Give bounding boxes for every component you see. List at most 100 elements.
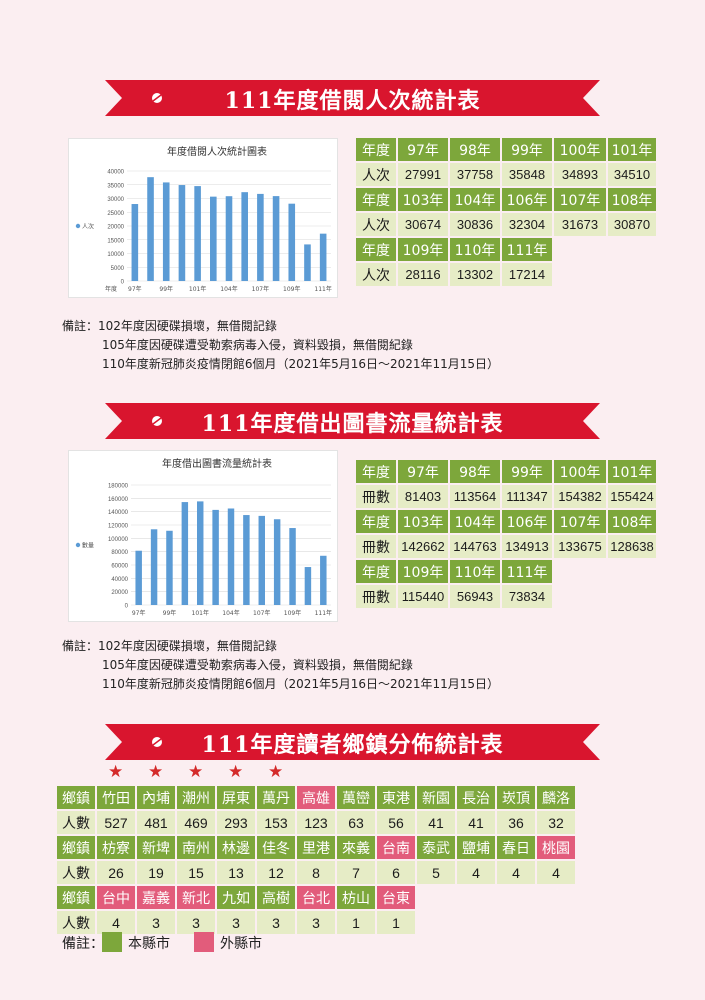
x-tick-label: 101年 bbox=[192, 609, 209, 617]
count-cell: 4 bbox=[97, 911, 135, 934]
count-cell: 1 bbox=[337, 911, 375, 934]
count-cell: 26 bbox=[97, 861, 135, 884]
x-tick-label: 111年 bbox=[314, 285, 331, 293]
note-line: 110年度新冠肺炎疫情閉館6個月（2021年5月16日～2021年11月15日） bbox=[102, 677, 500, 691]
town-cell: 來義 bbox=[337, 836, 375, 859]
town-cell: 潮州 bbox=[177, 786, 215, 809]
y-tick-label: 120000 bbox=[108, 524, 129, 530]
row-header-cell: 年度 bbox=[356, 460, 396, 483]
town-cell: 台東 bbox=[377, 886, 415, 909]
table-cell: 154382 bbox=[554, 485, 606, 508]
row-header-cell: 年度 bbox=[356, 238, 396, 261]
table-cell: 34510 bbox=[608, 163, 656, 186]
table-cell: 108年 bbox=[608, 188, 656, 211]
count-cell: 7 bbox=[337, 861, 375, 884]
town-cell: 新北 bbox=[177, 886, 215, 909]
bar bbox=[147, 177, 154, 281]
row-label-count: 人數 bbox=[57, 911, 95, 934]
count-cell: 12 bbox=[257, 861, 295, 884]
table-cell: 155424 bbox=[608, 485, 656, 508]
bar bbox=[289, 528, 296, 605]
table-cell: 31673 bbox=[554, 213, 606, 236]
table-row: 人次 28116 13302 17214 bbox=[356, 263, 656, 286]
y-tick-label: 10000 bbox=[107, 252, 124, 258]
table-cell: 101年 bbox=[608, 460, 656, 483]
chart-title: 年度借閱人次統計圖表 bbox=[167, 145, 267, 158]
table-cell: 106年 bbox=[502, 510, 552, 533]
count-cell: 8 bbox=[297, 861, 335, 884]
note-line: 110年度新冠肺炎疫情閉館6個月（2021年5月16日～2021年11月15日） bbox=[102, 357, 500, 371]
section1-banner: 111年度借閱人次統計表 bbox=[105, 80, 600, 116]
x-tick-label: 99年 bbox=[159, 285, 173, 293]
borrow-table: 年度 97年 98年 99年 100年 101年 人次 27991 37758 35848 3489… bbox=[354, 136, 658, 288]
town-cell: 春日 bbox=[497, 836, 535, 859]
town-row: 鄉鎮 枋寮 新埤 南州 林邊 佳冬 里港 來義 台南 泰武 鹽埔 春日 桃園 bbox=[57, 836, 575, 859]
bar bbox=[212, 509, 219, 605]
count-cell: 469 bbox=[177, 811, 215, 834]
town-cell: 竹田 bbox=[97, 786, 135, 809]
legend-marker bbox=[75, 542, 81, 548]
count-cell: 293 bbox=[217, 811, 255, 834]
table-cell: 73834 bbox=[502, 585, 552, 608]
town-row: 鄉鎮 竹田 內埔 潮州 屏東 萬丹 高雄 萬巒 東港 新園 長治 崁頂 麟洛 bbox=[57, 786, 575, 809]
row-header-cell: 年度 bbox=[356, 510, 396, 533]
count-row: 人數 26 19 15 13 12 8 7 6 5 4 4 4 bbox=[57, 861, 575, 884]
bar bbox=[178, 185, 186, 281]
table-cell: 28116 bbox=[398, 263, 448, 286]
row-header-cell: 年度 bbox=[356, 560, 396, 583]
count-cell: 15 bbox=[177, 861, 215, 884]
count-cell: 3 bbox=[217, 911, 255, 934]
bar bbox=[227, 508, 235, 605]
y-tick-label: 20000 bbox=[107, 225, 124, 231]
table-row: 冊數 81403 113564 111347 154382 155424 bbox=[356, 485, 656, 508]
bar bbox=[273, 519, 281, 605]
y-tick-label: 5000 bbox=[111, 266, 125, 272]
table-row: 人次 30674 30836 32304 31673 30870 bbox=[356, 213, 656, 236]
table-cell: 35848 bbox=[502, 163, 552, 186]
y-tick-label: 100000 bbox=[108, 537, 129, 543]
row-header-cell: 人次 bbox=[356, 213, 396, 236]
bar bbox=[319, 233, 327, 281]
legend-marker bbox=[75, 223, 81, 229]
town-cell: 九如 bbox=[217, 886, 255, 909]
town-cell: 新埤 bbox=[137, 836, 175, 859]
table-cell: 103年 bbox=[398, 510, 448, 533]
row-label-town: 鄉鎮 bbox=[57, 886, 95, 909]
town-cell: 長治 bbox=[457, 786, 495, 809]
bar bbox=[197, 501, 204, 605]
y-tick-label: 30000 bbox=[107, 197, 124, 203]
town-cell: 萬巒 bbox=[337, 786, 375, 809]
row-label-count: 人數 bbox=[57, 811, 95, 834]
bar bbox=[320, 555, 327, 605]
table-cell: 56943 bbox=[450, 585, 500, 608]
legend-label: 人次 bbox=[82, 223, 94, 231]
town-cell: 新園 bbox=[417, 786, 455, 809]
table-row: 冊數 115440 56943 73834 bbox=[356, 585, 656, 608]
count-cell: 41 bbox=[457, 811, 495, 834]
table-cell: 30836 bbox=[450, 213, 500, 236]
table-cell: 104年 bbox=[450, 188, 500, 211]
table-cell: 109年 bbox=[398, 238, 448, 261]
x-tick-label: 107年 bbox=[253, 609, 270, 617]
table-cell: 34893 bbox=[554, 163, 606, 186]
section1-title: 111年度借閱人次統計表 bbox=[224, 88, 481, 114]
count-cell: 36 bbox=[497, 811, 535, 834]
legend-label: 備註： bbox=[62, 936, 104, 952]
y-tick-label: 40000 bbox=[111, 577, 128, 583]
y-tick-label: 0 bbox=[121, 280, 125, 286]
x-tick-label: 99年 bbox=[163, 609, 177, 617]
town-cell: 內埔 bbox=[137, 786, 175, 809]
table-cell: 107年 bbox=[554, 510, 606, 533]
town-cell: 桃園 bbox=[537, 836, 575, 859]
table-cell: 111347 bbox=[502, 485, 552, 508]
x-tick-label: 109年 bbox=[284, 609, 301, 617]
y-tick-label: 25000 bbox=[107, 211, 124, 217]
table-row: 年度 103年 104年 106年 107年 108年 bbox=[356, 510, 656, 533]
town-cell: 林邊 bbox=[217, 836, 255, 859]
y-tick-label: 20000 bbox=[111, 590, 128, 596]
row-header-cell: 人次 bbox=[356, 163, 396, 186]
town-cell: 萬丹 bbox=[257, 786, 295, 809]
bar bbox=[181, 502, 189, 605]
legend-swatch-local bbox=[102, 932, 122, 952]
row-header-cell: 冊數 bbox=[356, 535, 396, 558]
